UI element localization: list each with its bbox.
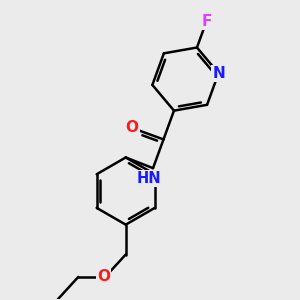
Text: HN: HN xyxy=(137,171,161,186)
Text: F: F xyxy=(201,14,212,29)
Text: O: O xyxy=(125,120,138,135)
Text: N: N xyxy=(212,66,225,81)
Text: O: O xyxy=(97,269,110,284)
